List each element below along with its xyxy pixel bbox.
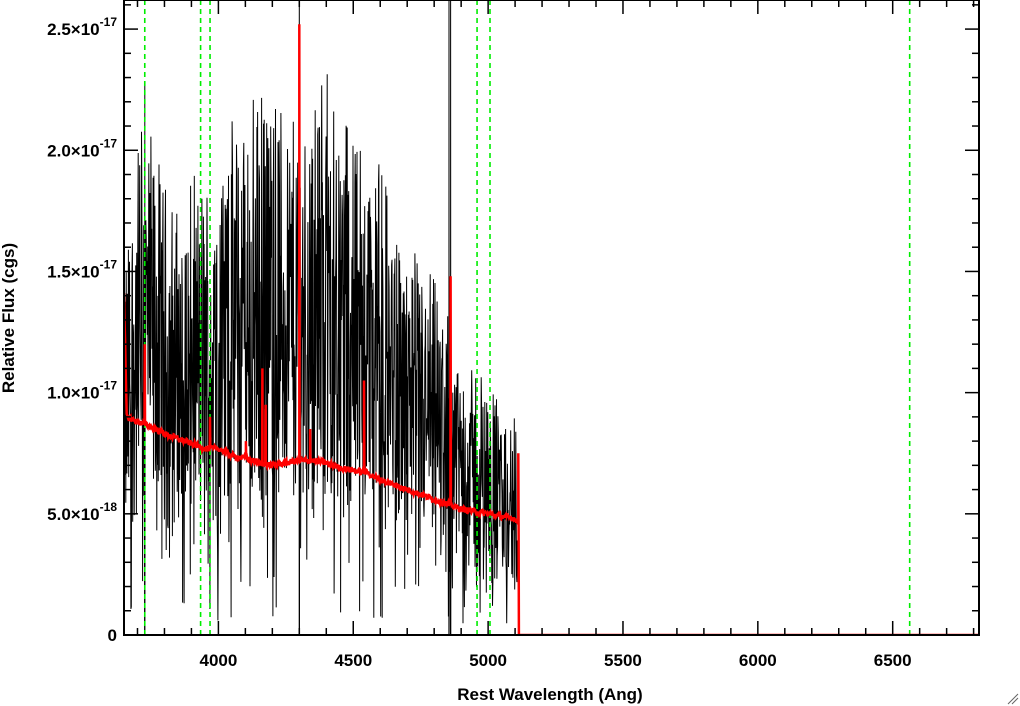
y-tick-mantissa: 2.5×10 [47,20,99,39]
x-tick-label: 5000 [469,651,507,670]
y-tick-label: 2.5×10-17 [47,15,117,39]
y-tick-exponent: -17 [100,15,118,29]
x-tick-label: 6000 [739,651,777,670]
x-tick-label: 5500 [604,651,642,670]
y-tick-label: 1.5×10-17 [47,257,117,281]
model-spectrum-line [124,24,979,635]
plot-area [123,0,980,636]
x-axis-title: Rest Wavelength (Ang) [457,685,642,704]
y-tick-label: 1.0×10-17 [47,379,117,403]
resize-grip-icon [1007,693,1019,705]
y-tick-mantissa: 5.0×10 [47,505,99,524]
y-tick-mantissa: 2.0×10 [47,141,99,160]
y-tick-label: 5.0×10-18 [47,500,117,524]
y-tick-mantissa: 1.5×10 [47,262,99,281]
plot-frame [123,0,980,636]
x-axis: 4000 4500 5000 5500 6000 6500 [136,0,975,670]
y-tick-label: 0 [108,626,117,645]
plot-inner [124,0,979,635]
y-tick-exponent: -18 [100,500,118,514]
y-tick-label: 2.0×10-17 [47,136,117,160]
y-axis-title: Relative Flux (cgs) [0,243,18,393]
y-tick-exponent: -17 [100,257,118,271]
y-tick-exponent: -17 [100,379,118,393]
y-tick-mantissa: 1.0×10 [47,384,99,403]
x-tick-label: 4500 [334,651,372,670]
x-tick-label: 4000 [199,651,237,670]
y-tick-exponent: -17 [100,136,118,150]
observed-spectrum-line [124,0,520,635]
y-axis: 05.0×10-181.0×10-171.5×10-172.0×10-172.5… [47,4,979,645]
y-tick-mantissa: 0 [108,626,117,645]
x-tick-label: 6500 [874,651,912,670]
